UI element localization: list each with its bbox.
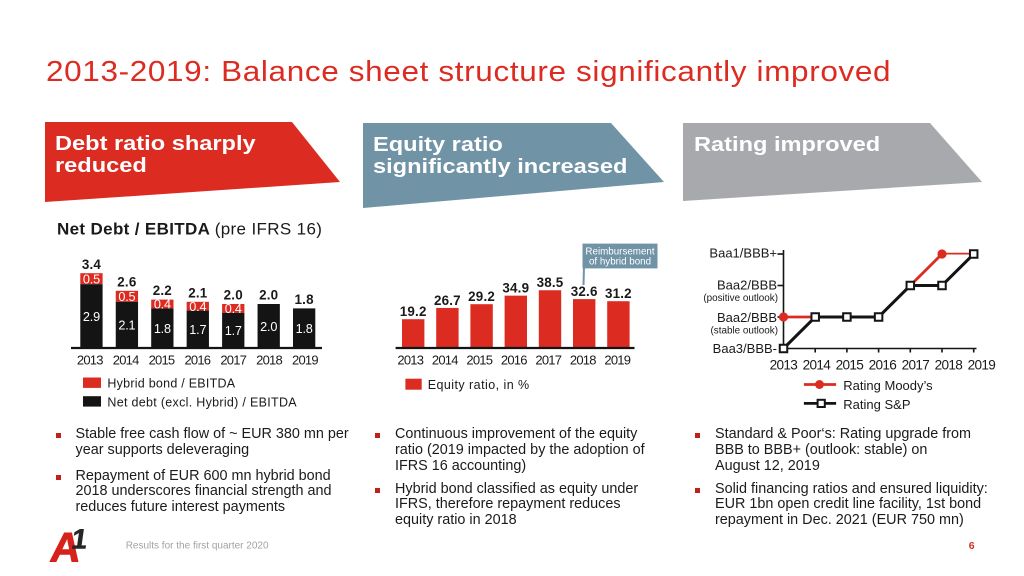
- svg-text:2015: 2015: [149, 352, 175, 367]
- svg-text:38.5: 38.5: [537, 275, 564, 290]
- svg-text:1: 1: [70, 524, 90, 555]
- svg-text:0.4: 0.4: [225, 302, 242, 316]
- svg-text:2014: 2014: [803, 357, 832, 372]
- svg-text:2013: 2013: [77, 352, 103, 367]
- svg-text:2017: 2017: [220, 352, 246, 367]
- svg-text:2.6: 2.6: [117, 274, 136, 289]
- svg-text:2019: 2019: [292, 352, 318, 367]
- svg-text:1.7: 1.7: [225, 324, 242, 338]
- svg-text:Rating Moody’s: Rating Moody’s: [843, 378, 933, 393]
- svg-text:2019: 2019: [604, 352, 630, 367]
- svg-text:2013: 2013: [770, 357, 798, 372]
- svg-text:Baa3/BBB-: Baa3/BBB-: [713, 341, 777, 356]
- svg-text:Net Debt / EBITDA (pre IFRS 16: Net Debt / EBITDA (pre IFRS 16): [57, 219, 322, 238]
- svg-text:29.2: 29.2: [468, 289, 495, 304]
- svg-text:Net debt (excl. Hybrid) / EBIT: Net debt (excl. Hybrid) / EBITDA: [107, 395, 297, 409]
- svg-text:2.1: 2.1: [188, 285, 208, 300]
- svg-text:34.9: 34.9: [502, 280, 529, 295]
- svg-text:2.0: 2.0: [224, 288, 243, 303]
- svg-text:2017: 2017: [902, 357, 930, 372]
- svg-text:2.0: 2.0: [260, 320, 277, 334]
- svg-text:2019: 2019: [968, 357, 996, 372]
- svg-text:26.7: 26.7: [434, 293, 461, 308]
- svg-text:1.8: 1.8: [154, 322, 171, 336]
- svg-text:Reimbursement: Reimbursement: [585, 246, 654, 257]
- svg-text:19.2: 19.2: [400, 304, 427, 319]
- svg-text:2018: 2018: [256, 352, 282, 367]
- svg-text:2.2: 2.2: [153, 283, 172, 298]
- svg-text:1.8: 1.8: [295, 292, 315, 307]
- svg-text:0.5: 0.5: [118, 290, 135, 304]
- svg-text:0.4: 0.4: [154, 298, 171, 312]
- svg-text:Baa1/BBB+: Baa1/BBB+: [709, 245, 777, 260]
- svg-text:(stable outlook): (stable outlook): [710, 326, 778, 337]
- svg-text:Baa2/BBB: Baa2/BBB: [717, 310, 777, 325]
- svg-text:Baa2/BBB: Baa2/BBB: [717, 278, 777, 293]
- svg-text:2016: 2016: [184, 352, 210, 367]
- svg-text:Rating S&P: Rating S&P: [843, 397, 910, 412]
- svg-text:2017: 2017: [535, 352, 561, 367]
- svg-text:A: A: [48, 524, 85, 571]
- svg-text:of hybrid bond: of hybrid bond: [589, 257, 651, 268]
- svg-text:(positive outlook): (positive outlook): [703, 293, 778, 304]
- svg-text:2018: 2018: [570, 352, 596, 367]
- svg-text:2015: 2015: [836, 357, 864, 372]
- svg-text:2014: 2014: [432, 352, 458, 367]
- svg-text:0.5: 0.5: [83, 272, 100, 286]
- svg-text:2.1: 2.1: [118, 319, 135, 333]
- svg-text:2014: 2014: [113, 352, 139, 367]
- svg-text:Equity ratio, in %: Equity ratio, in %: [428, 378, 530, 392]
- svg-text:2015: 2015: [466, 352, 492, 367]
- svg-text:1.8: 1.8: [296, 322, 313, 336]
- svg-text:Results for the first quarter: Results for the first quarter 2020: [126, 541, 269, 552]
- svg-text:2.9: 2.9: [83, 310, 100, 324]
- svg-text:2016: 2016: [869, 357, 897, 372]
- svg-text:1.7: 1.7: [189, 323, 206, 337]
- svg-text:2013: 2013: [397, 352, 423, 367]
- svg-text:31.2: 31.2: [605, 286, 632, 301]
- svg-text:0.4: 0.4: [189, 300, 206, 314]
- svg-text:2016: 2016: [501, 352, 527, 367]
- svg-text:32.6: 32.6: [571, 284, 598, 299]
- svg-text:2.0: 2.0: [259, 288, 278, 303]
- svg-text:3.4: 3.4: [82, 257, 102, 272]
- svg-text:6: 6: [969, 540, 975, 552]
- svg-text:2018: 2018: [935, 357, 963, 372]
- svg-text:Hybrid bond / EBITDA: Hybrid bond / EBITDA: [107, 377, 235, 391]
